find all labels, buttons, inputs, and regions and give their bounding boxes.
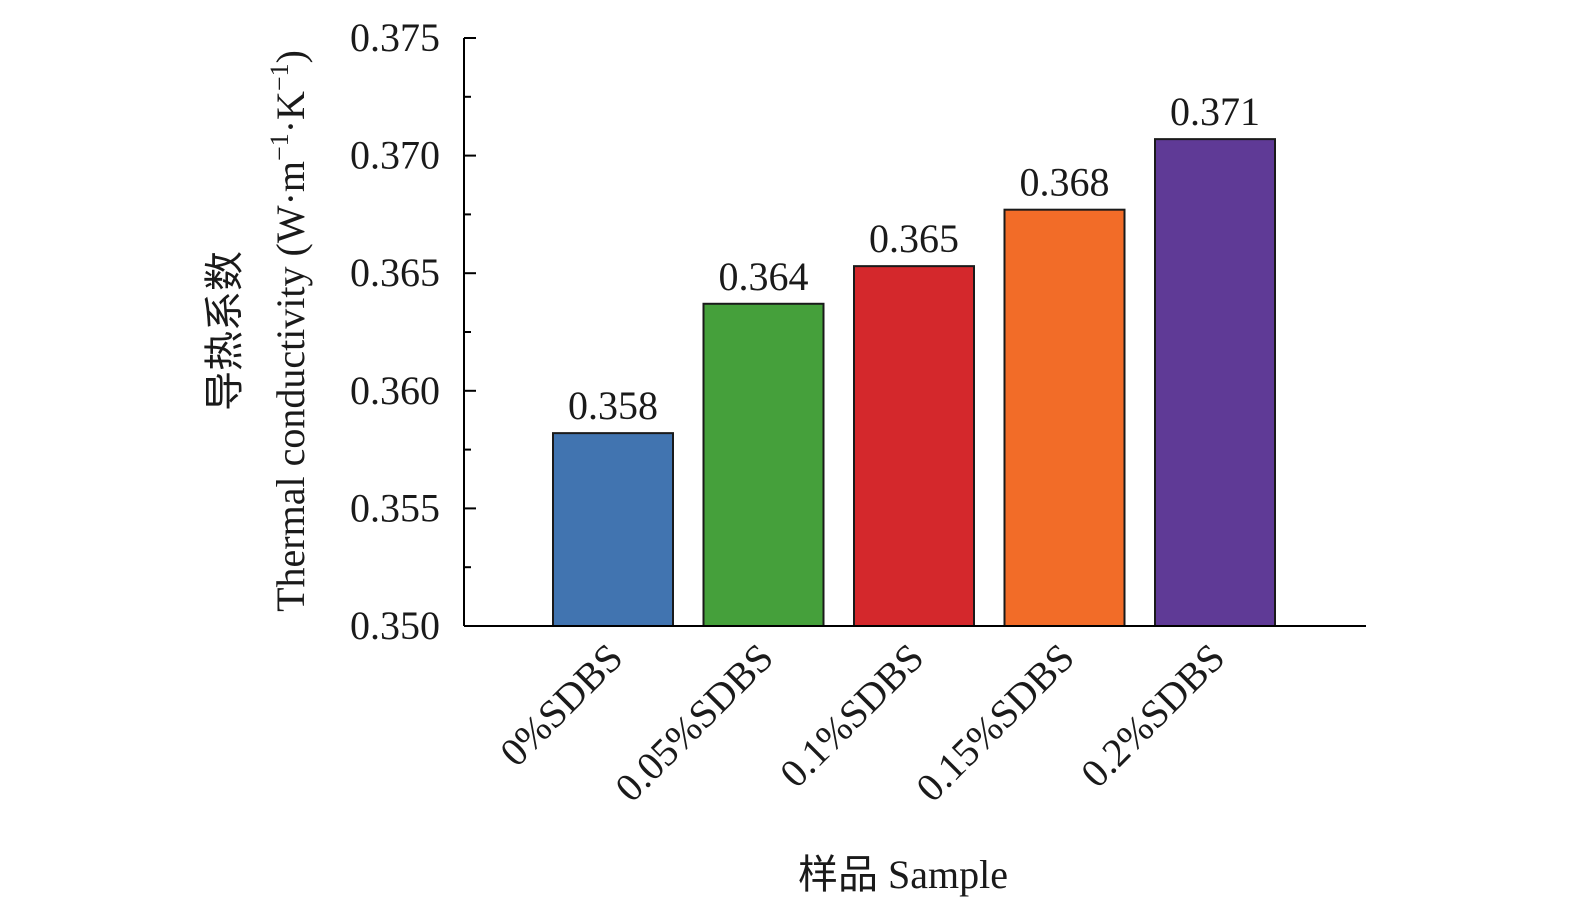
y-axis-title-sup2: −1 [265,63,294,91]
bar [552,432,674,627]
y-axis-title-chinese: 导热系数 [202,251,247,411]
y-axis-title-end: ) [268,50,313,63]
x-tick-label: 0.15%SDBS [907,635,1083,811]
bar [853,265,975,627]
svg-text:Thermal conductivity (W·m−1·K−: Thermal conductivity (W·m−1·K−1) [265,50,313,612]
y-tick-label: 0.375 [350,15,440,60]
x-axis-title: 样品 Sample [798,852,1008,897]
bar-data-label: 0.358 [568,383,658,428]
y-axis-title-mid: ·K [268,91,313,133]
x-tick-label: 0.2%SDBS [1072,635,1233,796]
bar-data-label: 0.365 [869,216,959,261]
y-tick-label: 0.360 [350,368,440,413]
bar [1154,138,1276,628]
y-axis-title-main: Thermal conductivity (W·m [268,161,313,612]
y-axis-title: 导热系数 [202,251,247,411]
y-tick-label: 0.365 [350,250,440,295]
y-tick-label: 0.350 [350,603,440,648]
y-tick-label: 0.370 [350,133,440,178]
bars-group [552,138,1276,628]
bar-data-label: 0.371 [1170,89,1260,134]
x-tick-label: 0.05%SDBS [606,635,782,811]
y-tick-label: 0.355 [350,485,440,530]
y-axis-title-sup1: −1 [265,133,294,161]
x-tick-label: 0.1%SDBS [771,635,932,796]
bar [1003,208,1126,627]
x-tick-label: 0%SDBS [491,635,631,775]
y-axis-ticks: 0.350 0.355 0.360 0.365 0.370 0.375 [350,15,476,648]
bar [702,302,825,627]
y-axis-title-english: Thermal conductivity (W·m−1·K−1) [265,50,313,612]
bar-data-label: 0.364 [719,254,809,299]
bar-data-label: 0.368 [1020,160,1110,205]
data-labels-group: 0.358 0.364 0.365 0.368 0.371 [568,89,1260,428]
